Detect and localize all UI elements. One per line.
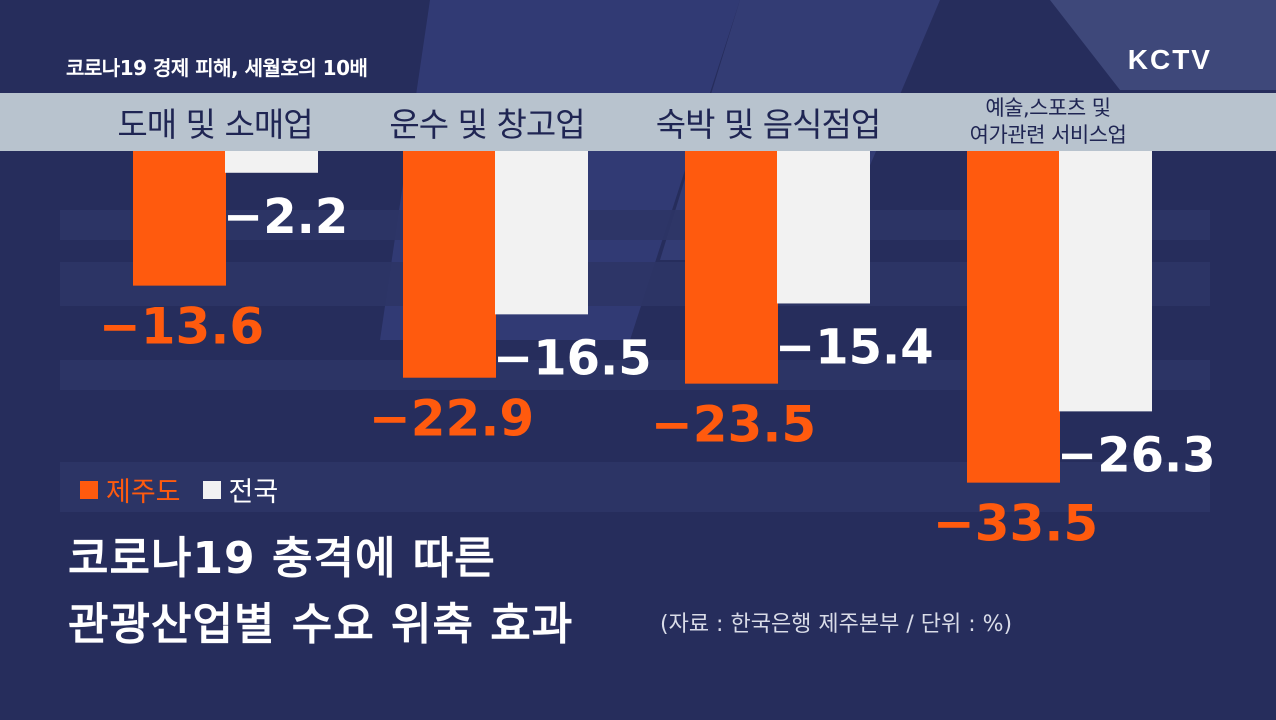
legend-item-national: 전국 — [202, 470, 279, 509]
category-label-arts-sports-leisure: 예술,스포츠 및 여가관련 서비스업 — [969, 96, 1127, 147]
legend-swatch-jeju — [80, 480, 98, 499]
bar-national-1 — [225, 151, 318, 173]
bar-jeju-4 — [967, 151, 1060, 483]
topic-caption: 코로나19 경제 피해, 세월호의 10배 — [66, 56, 368, 80]
data-label-jeju-4: −33.5 — [933, 495, 1098, 553]
legend-item-jeju: 제주도 — [80, 470, 181, 509]
data-label-jeju-2: −22.9 — [369, 390, 534, 448]
data-label-national-1: −2.2 — [223, 189, 348, 245]
legend-label-jeju: 제주도 — [106, 477, 181, 508]
category-label-accommodation-food: 숙박 및 음식점업 — [655, 105, 882, 144]
kctv-logo: KCTV — [1127, 44, 1212, 75]
bar-national-4 — [1059, 151, 1152, 412]
title-line-1: 코로나19 충격에 따른 — [68, 533, 496, 584]
source-note: (자료 : 한국은행 제주본부 / 단위 : %) — [660, 612, 1013, 637]
bar-national-2 — [495, 151, 588, 315]
bar-jeju-3 — [685, 151, 778, 384]
bar-jeju-1 — [133, 151, 226, 286]
category-label-transport-storage: 운수 및 창고업 — [389, 105, 585, 144]
data-label-jeju-3: −23.5 — [651, 396, 816, 454]
legend: 제주도 전국 — [80, 470, 300, 509]
legend-label-national: 전국 — [228, 477, 279, 508]
bar-national-3 — [777, 151, 870, 304]
data-label-jeju-1: −13.6 — [99, 298, 264, 356]
data-label-national-2: −16.5 — [493, 330, 652, 386]
data-label-national-4: −26.3 — [1057, 427, 1216, 483]
category-band — [0, 93, 1276, 151]
bar-jeju-2 — [403, 151, 496, 378]
title-line-2: 관광산업별 수요 위축 효과 — [68, 599, 574, 650]
legend-swatch-national — [202, 480, 221, 499]
data-label-national-3: −15.4 — [775, 319, 934, 375]
category-label-wholesale-retail: 도매 및 소매업 — [117, 105, 313, 144]
